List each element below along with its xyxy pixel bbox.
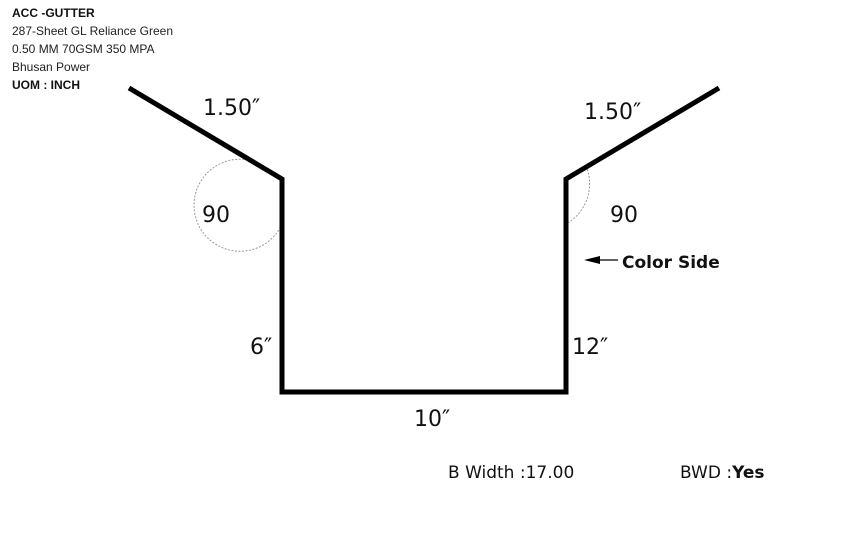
profile-title: ACC -GUTTER <box>12 6 95 20</box>
b-width-value: 17.00 <box>525 463 575 483</box>
bwd-value: Yes <box>732 463 765 483</box>
profile-info: ACC -GUTTER 287-Sheet GL Reliance Green … <box>12 4 173 94</box>
left-bend-angle: 90 <box>202 203 230 228</box>
color-side-label: Color Side <box>622 253 720 273</box>
color-side-arrow-icon <box>584 256 618 264</box>
left-flange-length: 1.50″ <box>203 96 260 121</box>
sheet-spec: 287-Sheet GL Reliance Green <box>12 24 173 38</box>
b-width-field: B Width :17.00 <box>448 463 574 483</box>
left-wall-height: 6″ <box>250 335 272 360</box>
right-bend-angle: 90 <box>610 203 638 228</box>
material-spec: 0.50 MM 70GSM 350 MPA <box>12 42 155 56</box>
bwd-field: BWD :Yes <box>680 463 765 483</box>
gutter-profile-line <box>127 85 721 395</box>
left-angle-arc <box>193 158 283 252</box>
b-width-label: B Width : <box>448 463 526 483</box>
right-angle-arc <box>565 165 591 225</box>
manufacturer: Bhusan Power <box>12 60 91 74</box>
right-flange-length: 1.50″ <box>584 100 641 125</box>
right-wall-height: 12″ <box>572 335 608 360</box>
bwd-label: BWD : <box>680 463 733 483</box>
bottom-width: 10″ <box>414 407 450 432</box>
unit-of-measure: UOM : INCH <box>12 78 80 92</box>
